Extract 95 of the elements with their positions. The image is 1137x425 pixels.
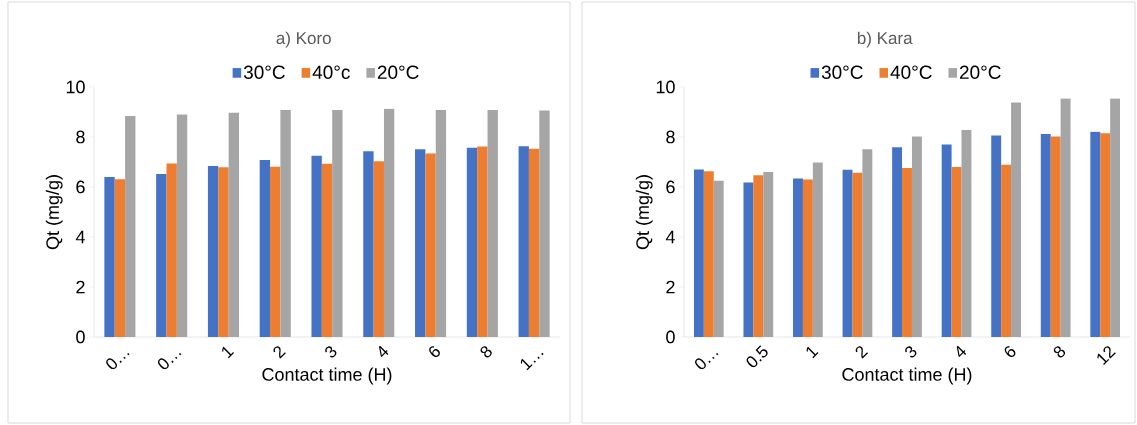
bar [862, 149, 873, 337]
bar [693, 169, 704, 337]
bar [1110, 98, 1121, 337]
bar [259, 159, 271, 337]
bar [156, 173, 167, 337]
x-tick-label: 2 [273, 346, 286, 359]
legend-label: 40°c [312, 65, 350, 79]
bar [911, 136, 922, 337]
bar [1050, 136, 1061, 337]
bar [321, 163, 333, 337]
x-tick-label: 6 [429, 346, 440, 358]
x-tick-label: 0… [157, 352, 182, 370]
x-tick-label: 1… [520, 352, 544, 371]
bar [280, 109, 291, 337]
bar [1040, 133, 1051, 337]
x-tick-label: 8 [480, 346, 492, 358]
bar [176, 114, 188, 337]
y-tick-label: 6 [76, 180, 85, 194]
bar [1011, 102, 1021, 337]
bar [125, 115, 136, 337]
bar [703, 171, 714, 337]
bar [991, 135, 1002, 337]
y-tick-label: 10 [66, 80, 85, 94]
bar [1090, 131, 1101, 337]
bar [425, 153, 436, 337]
bar [961, 129, 972, 337]
bar [228, 112, 239, 337]
bar [713, 180, 724, 337]
legend-label: 20°C [959, 65, 1001, 79]
x-tick-label: 4 [379, 345, 389, 357]
bar [753, 175, 764, 337]
bar [892, 147, 903, 337]
bar [373, 161, 384, 337]
x-tick-label: 3 [905, 346, 917, 358]
bar [1001, 164, 1012, 337]
bar [104, 176, 115, 337]
y-tick-label: 2 [666, 280, 675, 294]
bar [763, 171, 774, 337]
bar [941, 144, 952, 337]
x-tick-label: 0… [695, 352, 719, 370]
legend-label: 30°C [243, 65, 285, 79]
chart-title: b) Kara [857, 31, 913, 48]
x-tick-label: 1 [222, 346, 234, 359]
y-tick-label: 2 [76, 280, 85, 294]
bar [166, 163, 177, 337]
x-tick-label: 8 [1053, 346, 1066, 358]
y-tick-label: 6 [666, 180, 675, 194]
bar [332, 109, 343, 337]
bar [802, 179, 813, 337]
bar [363, 151, 374, 337]
legend-label: 20°C [377, 65, 419, 79]
x-axis-title: Contact time (H) [262, 367, 392, 385]
bar [466, 147, 478, 337]
x-tick-label: 4 [956, 345, 967, 357]
y-axis-title: Qt (mg/g) [635, 175, 653, 250]
x-tick-label: 2 [855, 346, 869, 359]
y-tick-label: 8 [666, 130, 675, 144]
bar [477, 146, 488, 337]
x-axis-title: Contact time (H) [842, 367, 972, 385]
x-tick-label: 1 [806, 346, 819, 359]
y-tick-label: 10 [656, 80, 675, 94]
legend-label: 30°C [821, 65, 863, 79]
bar [852, 172, 863, 337]
bar [415, 149, 426, 337]
y-tick-label: 8 [76, 130, 85, 144]
bar [435, 109, 447, 337]
y-axis-title: Qt (mg/g) [45, 175, 63, 250]
bar [311, 155, 322, 337]
bar [812, 162, 823, 337]
bar [842, 169, 853, 337]
bar [487, 109, 498, 337]
x-tick-label: 12 [1097, 346, 1116, 365]
x-tick-label: 0.5 [746, 345, 768, 368]
bar [114, 179, 126, 337]
y-tick-label: 0 [76, 330, 85, 344]
bar [539, 110, 550, 337]
bar [743, 182, 754, 337]
bar [270, 166, 281, 337]
bar [1100, 133, 1111, 337]
x-tick-label: 6 [1004, 346, 1016, 358]
bar [793, 178, 803, 337]
chart-title: a) Koro [276, 31, 331, 48]
x-tick-label: 0… [106, 352, 130, 370]
bar [951, 166, 962, 337]
bar [207, 165, 219, 337]
bar [218, 167, 229, 337]
bar [383, 108, 395, 337]
x-tick-label: 3 [325, 346, 337, 358]
y-tick-label: 4 [75, 230, 85, 244]
y-tick-label: 0 [666, 330, 675, 344]
bar [528, 148, 540, 337]
y-tick-label: 4 [665, 230, 675, 244]
legend-label: 40°C [890, 65, 932, 79]
bar [1060, 98, 1071, 337]
bar [902, 167, 912, 337]
